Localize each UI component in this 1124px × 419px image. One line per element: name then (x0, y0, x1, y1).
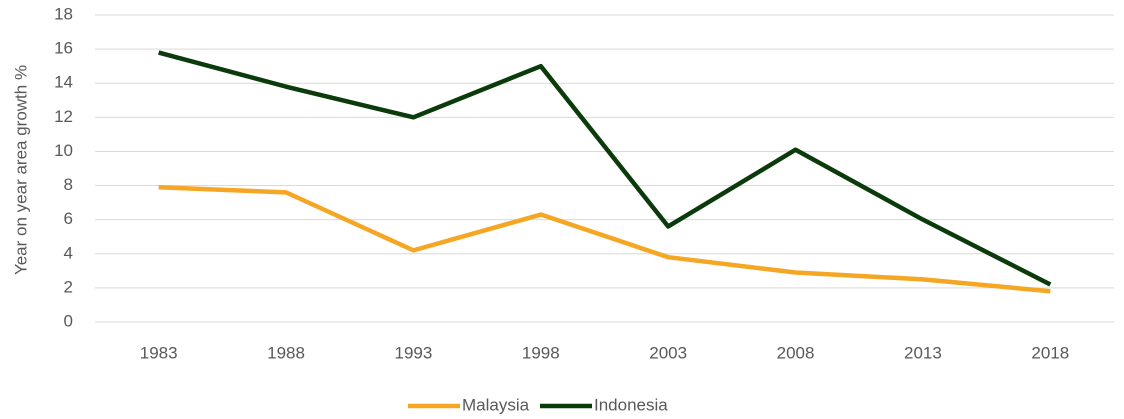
legend-label: Indonesia (594, 395, 668, 414)
legend-label: Malaysia (462, 395, 530, 414)
y-tick-label: 18 (54, 4, 73, 23)
y-tick-label: 2 (64, 277, 73, 296)
x-tick-label: 2013 (904, 343, 942, 362)
y-tick-label: 12 (54, 107, 73, 126)
x-tick-label: 1993 (395, 343, 433, 362)
x-tick-label: 2003 (649, 343, 687, 362)
x-tick-label: 2018 (1031, 343, 1069, 362)
y-tick-label: 6 (64, 209, 73, 228)
x-tick-label: 1988 (267, 343, 305, 362)
y-tick-label: 4 (64, 243, 73, 262)
x-tick-label: 2008 (777, 343, 815, 362)
y-axis-title: Year on year area growth % (11, 65, 30, 275)
x-tick-label: 1998 (522, 343, 560, 362)
y-tick-label: 0 (64, 311, 73, 330)
x-tick-label: 1983 (140, 343, 178, 362)
y-tick-label: 8 (64, 175, 73, 194)
series-line (158, 50, 1052, 287)
y-tick-label: 16 (54, 39, 73, 58)
y-tick-label: 14 (54, 73, 73, 92)
y-tick-label: 10 (54, 141, 73, 160)
series-line (158, 185, 1051, 294)
